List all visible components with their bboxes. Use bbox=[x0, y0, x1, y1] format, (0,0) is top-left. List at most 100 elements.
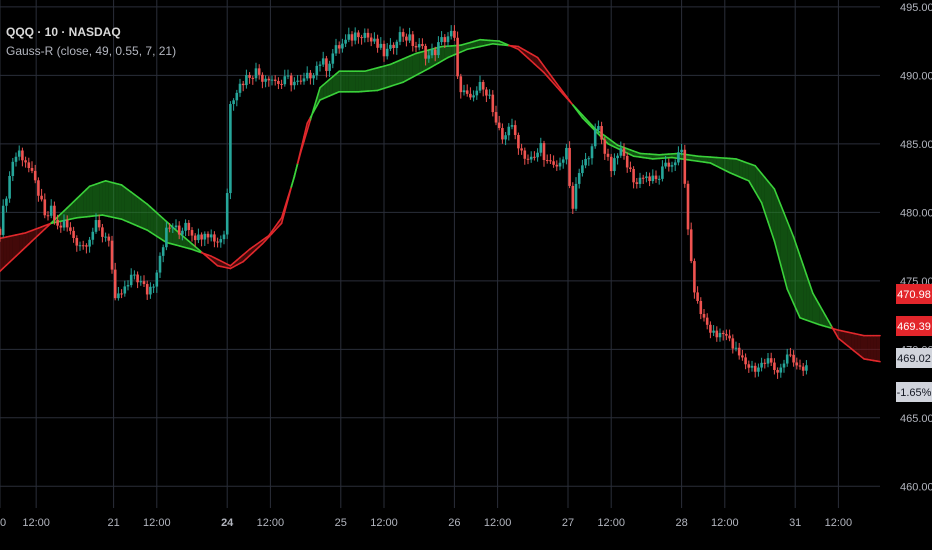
ribbon-segment bbox=[70, 201, 74, 220]
ribbon-segment bbox=[752, 164, 756, 192]
gauss-slow-line bbox=[773, 240, 779, 254]
candle-body bbox=[395, 41, 399, 49]
ribbon-segment bbox=[112, 182, 116, 218]
candle-body bbox=[33, 170, 37, 181]
candle-body bbox=[24, 160, 27, 163]
candle-body bbox=[686, 183, 690, 230]
gauss-fast-line bbox=[549, 78, 555, 85]
candle-body bbox=[693, 261, 696, 293]
ribbon-segment bbox=[377, 66, 381, 91]
ribbon-segment bbox=[784, 213, 788, 290]
candle-body bbox=[721, 332, 725, 335]
candle-body bbox=[286, 75, 290, 77]
candle-body bbox=[443, 37, 447, 43]
candle-body bbox=[283, 76, 287, 85]
ribbon-segment bbox=[796, 246, 800, 318]
candle-body bbox=[581, 165, 584, 174]
gauss-fast-line bbox=[811, 292, 817, 300]
candle-body bbox=[104, 236, 107, 238]
candle-body bbox=[504, 135, 507, 140]
ribbon-segment bbox=[102, 180, 106, 216]
candle-body bbox=[549, 160, 552, 162]
candle-body bbox=[216, 241, 219, 243]
candle-body bbox=[657, 178, 661, 180]
ribbon-segment bbox=[153, 209, 157, 237]
candle-body bbox=[152, 286, 155, 288]
ribbon-segment bbox=[873, 335, 877, 362]
candle-body bbox=[414, 45, 418, 48]
candle-body bbox=[488, 94, 491, 96]
ribbon-segment bbox=[73, 198, 77, 219]
ribbon-segment bbox=[406, 56, 410, 81]
price-axis: 495.00490.00485.00480.00475.00470.00465.… bbox=[900, 2, 932, 493]
candle-body bbox=[123, 286, 127, 294]
gauss-slow-line bbox=[789, 295, 795, 305]
gauss-fast-line bbox=[776, 196, 782, 206]
ribbon-segment bbox=[19, 233, 23, 254]
ribbon-segment bbox=[748, 163, 752, 187]
gauss-fast-line bbox=[789, 228, 795, 238]
ribbon-segment bbox=[160, 215, 164, 241]
ribbon-segment bbox=[131, 192, 135, 225]
gauss-slow-line bbox=[751, 185, 757, 193]
gauss-slow-line bbox=[783, 276, 789, 290]
candle-body bbox=[670, 165, 674, 167]
candle-body bbox=[625, 155, 629, 168]
ribbon-segment bbox=[844, 331, 848, 347]
ribbon-segment bbox=[800, 255, 804, 319]
candle-body bbox=[539, 143, 543, 153]
ribbon-segment bbox=[444, 46, 448, 60]
candle-body bbox=[600, 126, 603, 140]
ribbon-segment bbox=[329, 76, 333, 96]
gauss-slow-line bbox=[274, 221, 280, 228]
candle-body bbox=[251, 77, 255, 79]
candle-body bbox=[609, 156, 613, 172]
ribbon-segment bbox=[704, 156, 708, 163]
candle-body bbox=[376, 38, 379, 48]
candle-body bbox=[62, 220, 66, 228]
symbol-title[interactable]: QQQ · 10 · NASDAQ bbox=[6, 25, 121, 39]
ribbon-segment bbox=[396, 60, 400, 85]
gauss-fast-line bbox=[786, 220, 792, 230]
candle-body bbox=[440, 37, 443, 43]
gauss-slow-line bbox=[559, 87, 565, 93]
price-tag-box bbox=[896, 348, 932, 368]
ribbon-segment bbox=[342, 71, 346, 92]
gauss-slow-line bbox=[757, 196, 763, 204]
candle-body bbox=[245, 75, 248, 86]
candle-body bbox=[328, 63, 331, 71]
ribbon-segment bbox=[323, 82, 327, 99]
ribbon-segment bbox=[179, 232, 183, 247]
ribbon-segment bbox=[128, 189, 132, 224]
candle-body bbox=[437, 42, 440, 56]
ribbon-segment bbox=[787, 221, 791, 297]
candle-body bbox=[405, 36, 408, 41]
indicator-label[interactable]: Gauss-R (close, 49, 0.55, 7, 21) bbox=[6, 44, 177, 58]
candle-body bbox=[392, 44, 395, 49]
ribbon-segment bbox=[38, 226, 42, 236]
gauss-fast-line bbox=[280, 210, 286, 225]
candle-body bbox=[5, 198, 8, 206]
ribbon-segment bbox=[860, 334, 864, 359]
ribbon-segment bbox=[140, 199, 144, 229]
gauss-fast-line bbox=[779, 204, 785, 214]
candle-body bbox=[142, 281, 146, 285]
candle-body bbox=[449, 30, 453, 37]
ribbon-segment bbox=[371, 68, 375, 91]
candle-body bbox=[309, 72, 312, 79]
candle-body bbox=[747, 364, 751, 368]
gauss-slow-line bbox=[555, 82, 561, 89]
gauss-slow-line bbox=[792, 302, 798, 312]
ribbon-segment bbox=[780, 205, 784, 278]
ribbon-segment bbox=[745, 162, 749, 181]
gauss-slow-line bbox=[293, 162, 299, 178]
x-tick-label: 12:00 bbox=[22, 517, 50, 529]
price-tag-box bbox=[896, 316, 932, 336]
gauss-fast-line bbox=[555, 86, 561, 92]
candle-body bbox=[424, 45, 427, 59]
ribbon-segment bbox=[390, 63, 394, 87]
candle-body bbox=[622, 148, 626, 156]
ribbon-segment bbox=[169, 224, 173, 245]
candle-body bbox=[529, 156, 533, 160]
